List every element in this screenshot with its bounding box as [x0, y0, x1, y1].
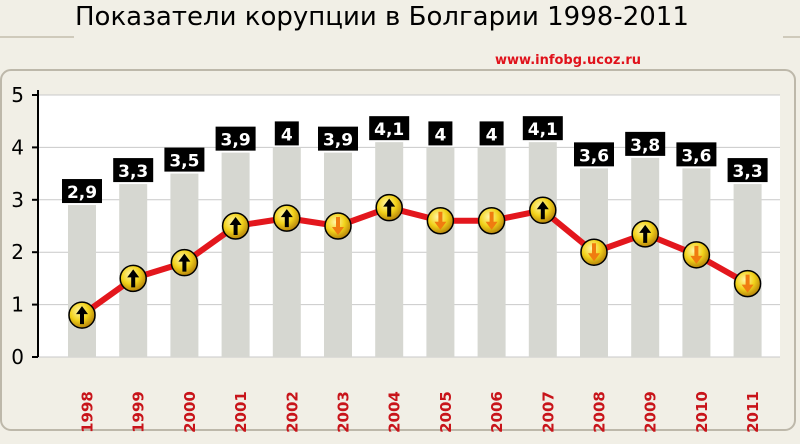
value-label-bg-1998 — [62, 179, 102, 204]
x-tick-label-2000: 2000 — [181, 391, 199, 433]
trend-marker-2006 — [477, 207, 506, 235]
value-label-2006: 4 — [486, 125, 498, 145]
y-tick-label-1: 1 — [11, 293, 24, 317]
x-tick-label-2003: 2003 — [335, 391, 353, 433]
arrow-up-icon — [639, 224, 652, 243]
decor-line-right — [783, 36, 800, 38]
trend-marker-2011 — [733, 269, 762, 298]
arrow-up-icon — [383, 198, 396, 217]
index-bar-2005 — [426, 147, 455, 357]
arrow-up-icon — [229, 217, 242, 235]
value-label-2000: 3,5 — [169, 152, 199, 172]
arrow-down-icon — [588, 243, 600, 262]
trend-marker-2007 — [529, 196, 557, 225]
index-bar-2004 — [375, 142, 404, 357]
value-label-bg-2001 — [215, 126, 256, 151]
value-label-2002: 4 — [281, 125, 293, 145]
x-tick-label-2010: 2010 — [693, 391, 711, 433]
value-label-bg-1999 — [113, 158, 154, 183]
value-label-bg-2002 — [274, 121, 299, 146]
value-label-bg-2010 — [676, 142, 717, 167]
y-tick-label-0: 0 — [11, 345, 24, 369]
x-tick-label-2011: 2011 — [744, 391, 762, 433]
trend-marker-2001 — [221, 212, 250, 240]
value-label-2005: 4 — [434, 125, 446, 145]
value-label-bg-2007 — [522, 116, 563, 141]
value-label-2008: 3,6 — [579, 146, 609, 166]
x-tick-label-2004: 2004 — [386, 391, 404, 433]
x-tick-label-2006: 2006 — [488, 391, 506, 433]
trend-marker-2009 — [631, 220, 659, 248]
trend-marker-2002 — [273, 204, 301, 232]
arrow-up-icon — [127, 269, 140, 288]
index-bar-2009 — [631, 157, 660, 357]
y-tick-label-3: 3 — [11, 188, 24, 212]
index-bar-2007 — [528, 142, 557, 357]
value-label-2003: 3,9 — [323, 131, 353, 151]
index-bar-1998 — [68, 205, 96, 357]
trend-marker-2005 — [426, 207, 455, 235]
y-tick-label-5: 5 — [11, 83, 24, 107]
trend-marker-2003 — [324, 212, 352, 240]
arrow-down-icon — [434, 211, 447, 230]
y-tick-label-4: 4 — [11, 135, 24, 159]
value-label-2004: 4,1 — [374, 120, 404, 140]
x-tick-label-1999: 1999 — [130, 391, 148, 433]
arrow-up-icon — [178, 253, 191, 272]
value-label-bg-2000 — [164, 147, 205, 172]
x-tick-label-2007: 2007 — [539, 391, 557, 433]
value-label-bg-2009 — [625, 131, 666, 156]
arrow-down-icon — [485, 211, 498, 230]
index-bar-2001 — [221, 152, 250, 357]
value-label-2009: 3,8 — [630, 136, 660, 156]
trend-marker-1999 — [119, 264, 147, 293]
value-label-2010: 3,6 — [681, 146, 711, 166]
arrow-up-icon — [76, 306, 88, 325]
value-label-bg-2005 — [428, 121, 453, 146]
y-tick-label-2: 2 — [11, 240, 24, 264]
value-label-bg-2008 — [574, 142, 614, 167]
arrow-down-icon — [332, 217, 344, 235]
trend-marker-2008 — [580, 238, 608, 266]
index-bar-2002 — [272, 147, 301, 357]
x-tick-label-2005: 2005 — [437, 391, 455, 433]
value-label-bg-2011 — [727, 158, 768, 183]
value-label-bg-2004 — [369, 116, 410, 141]
arrow-down-icon — [690, 245, 703, 264]
arrow-down-icon — [741, 274, 754, 293]
x-tick-label-2009: 2009 — [642, 391, 660, 433]
value-label-bg-2006 — [479, 121, 504, 146]
value-label-1999: 3,3 — [118, 162, 148, 182]
arrow-up-icon — [536, 201, 549, 220]
decor-line-left — [0, 36, 74, 38]
index-bar-2003 — [324, 152, 352, 357]
x-tick-label-2002: 2002 — [283, 391, 301, 433]
index-bar-2006 — [477, 147, 506, 357]
value-label-2001: 3,9 — [221, 131, 251, 151]
trend-marker-2000 — [170, 248, 199, 277]
x-tick-label-2001: 2001 — [232, 391, 250, 433]
value-label-1998: 2,9 — [67, 183, 97, 203]
value-label-bg-2003 — [318, 126, 358, 151]
value-label-2011: 3,3 — [733, 162, 763, 182]
trend-marker-2004 — [375, 193, 403, 222]
source-url: www.infobg.ucoz.ru — [495, 53, 642, 68]
value-label-2007: 4,1 — [528, 120, 558, 140]
arrow-up-icon — [280, 209, 293, 228]
trend-marker-1998 — [68, 301, 96, 329]
trend-marker-2010 — [682, 241, 711, 269]
x-tick-label-1998: 1998 — [79, 391, 97, 433]
x-tick-label-2008: 2008 — [591, 391, 609, 433]
chart-title: Показатели корупции в Болгарии 1998-2011 — [75, 2, 689, 32]
